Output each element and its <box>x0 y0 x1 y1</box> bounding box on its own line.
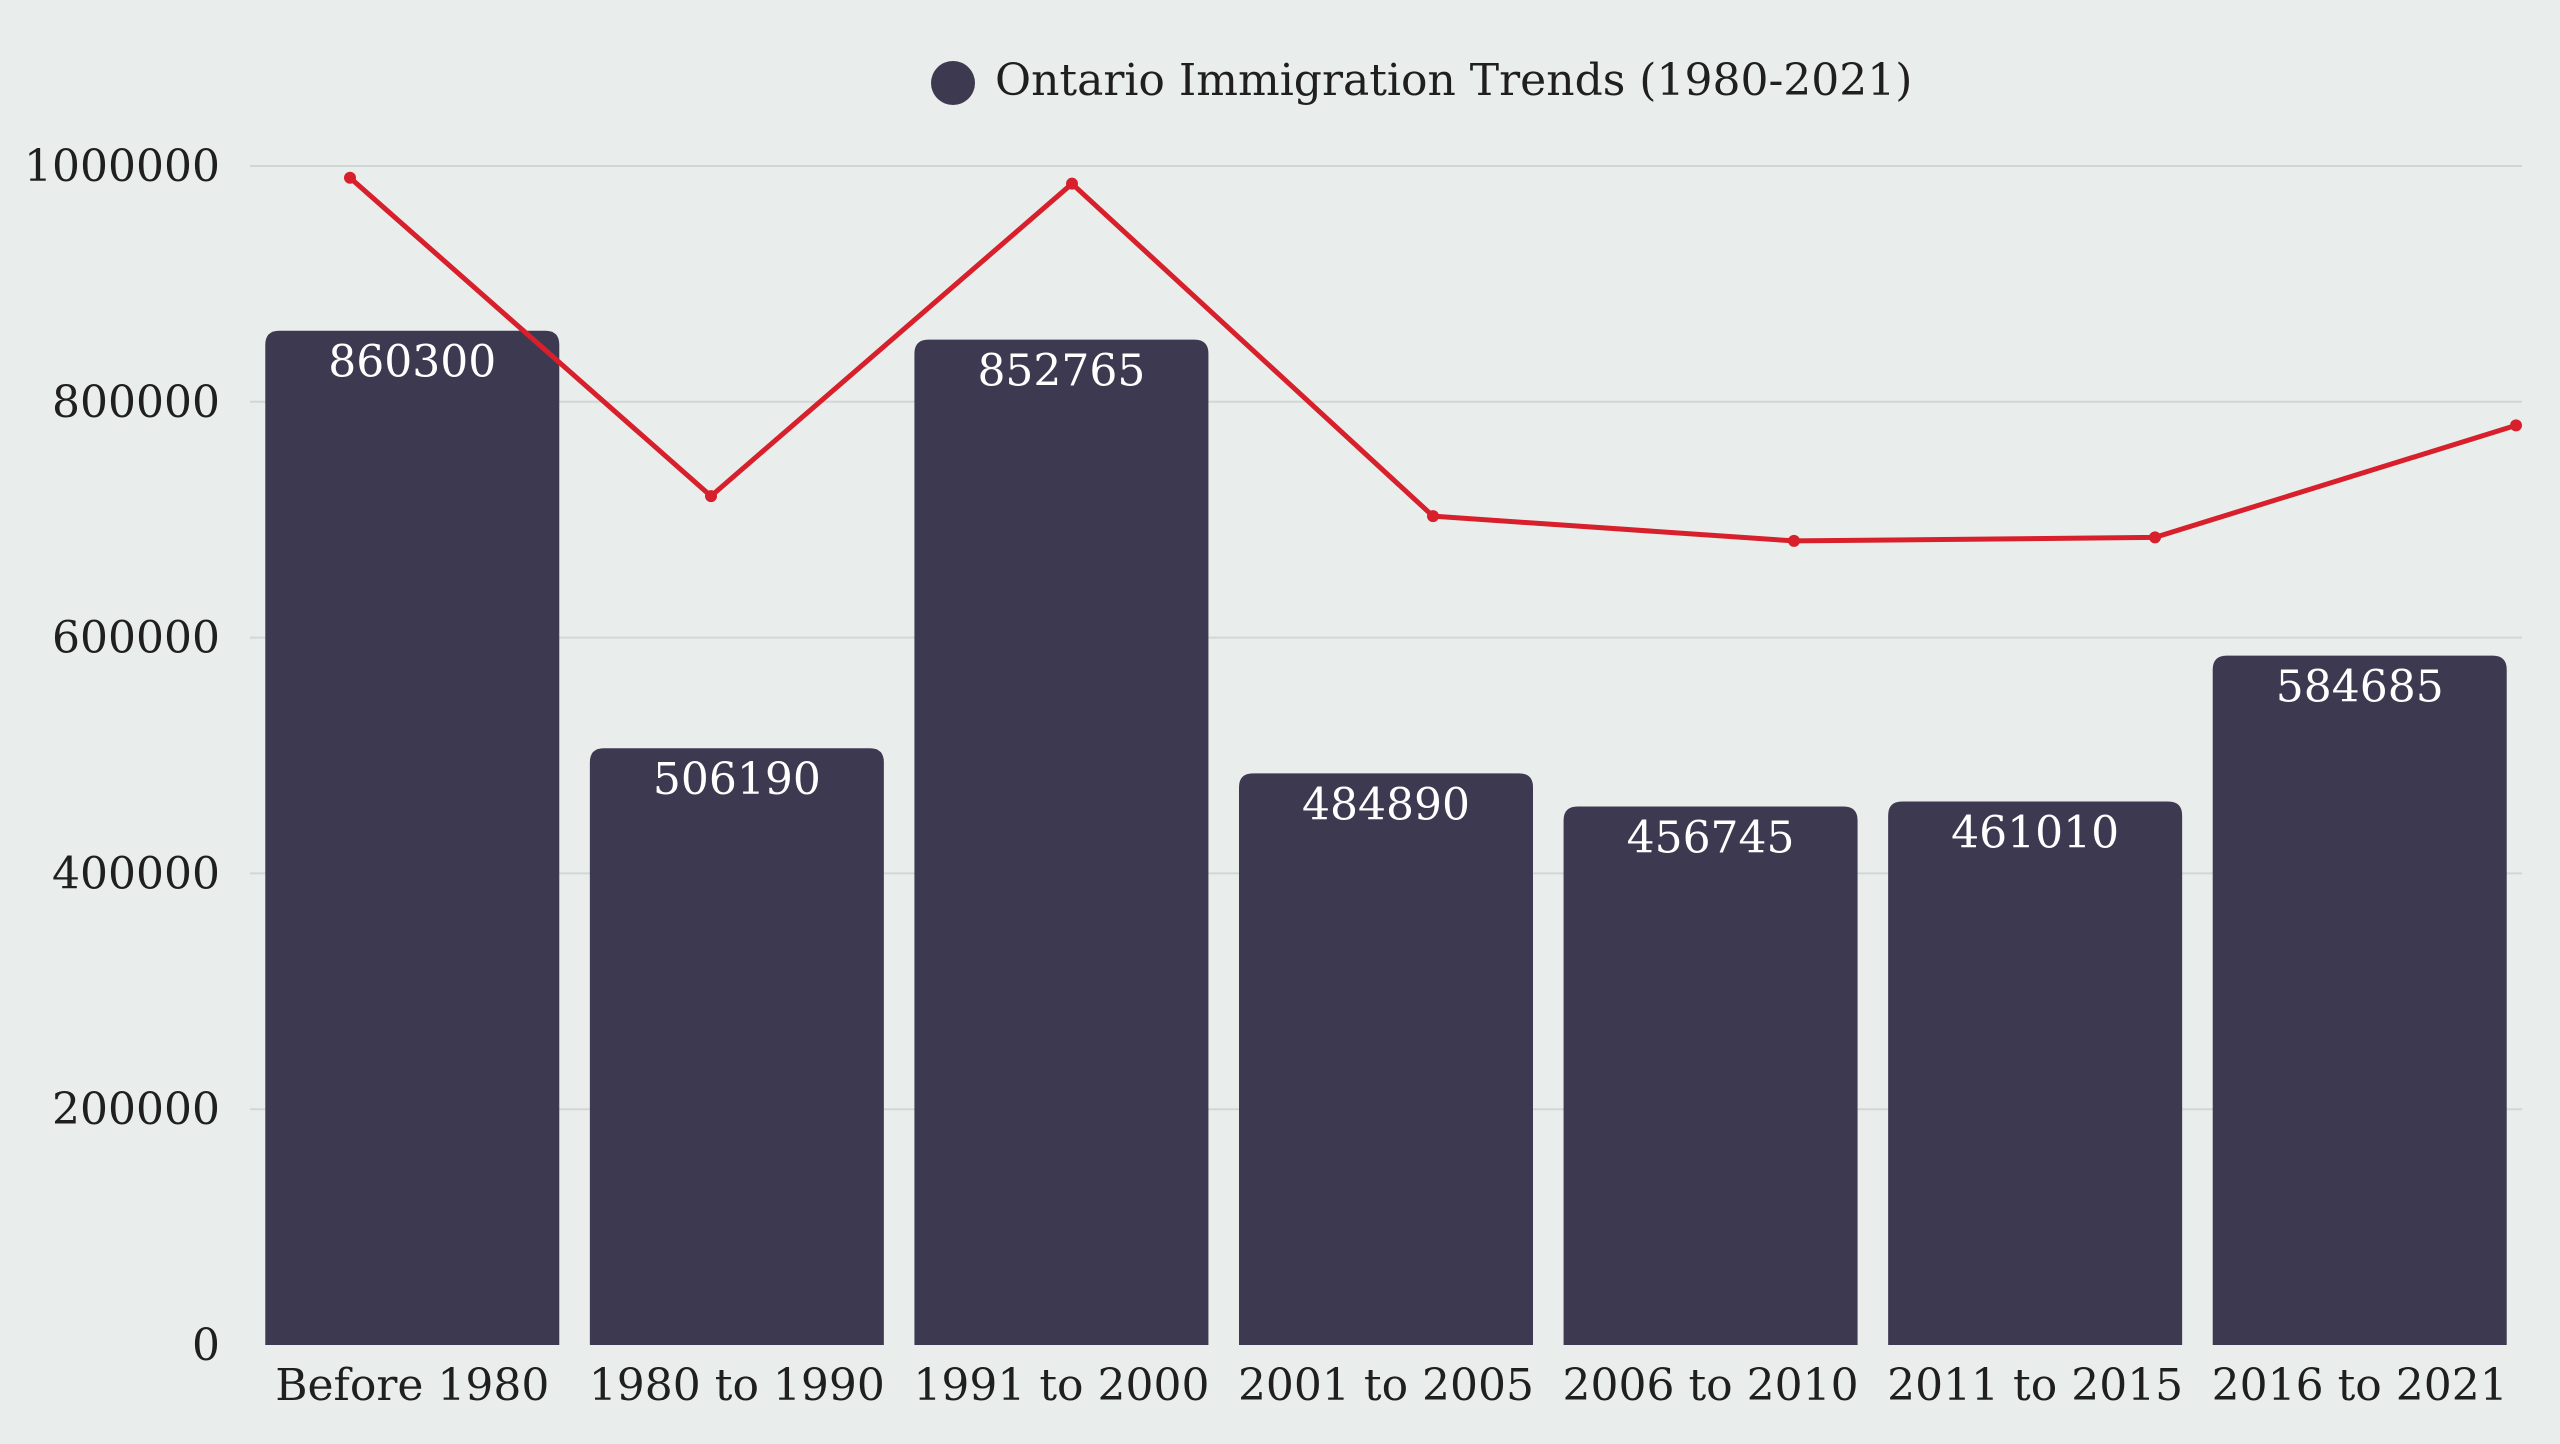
line-point <box>1066 177 1078 190</box>
bar <box>1563 806 1858 1345</box>
y-tick-label: 1000000 <box>24 141 220 192</box>
bar-value-label: 852765 <box>977 346 1145 397</box>
bar-value-label: 456745 <box>1627 812 1795 863</box>
legend-swatch <box>931 61 975 105</box>
y-tick-label: 800000 <box>52 377 220 428</box>
line-point <box>2510 419 2522 432</box>
line-point <box>705 490 717 503</box>
x-tick-label: 2016 to 2021 <box>2212 1360 2508 1411</box>
bar-value-label: 584685 <box>2276 662 2444 713</box>
y-tick-label: 600000 <box>52 613 220 664</box>
x-tick-label: 1991 to 2000 <box>913 1360 1209 1411</box>
bar <box>265 330 560 1345</box>
bar-value-label: 461010 <box>1951 807 2119 858</box>
bar-value-label: 860300 <box>328 337 496 388</box>
bar <box>1888 801 2183 1345</box>
label-layer: 0 200000 400000 600000 800000 1000000 Before 1… <box>24 141 2508 1411</box>
x-tick-label: 2011 to 2015 <box>1887 1360 2183 1411</box>
x-tick-label: 2001 to 2005 <box>1238 1360 1534 1411</box>
y-tick-label: 200000 <box>52 1084 220 1135</box>
line-point <box>1427 510 1439 523</box>
bar <box>1239 773 1533 1345</box>
x-tick-label: 2006 to 2010 <box>1563 1360 1859 1411</box>
line-series <box>348 175 2517 544</box>
bar-value-label: 484890 <box>1302 779 1470 830</box>
legend-label: Ontario Immigration Trends (1980-2021) <box>995 55 1912 106</box>
bar-layer <box>265 330 2507 1345</box>
x-tick-label: Before 1980 <box>275 1360 549 1411</box>
bar-value-label: 506190 <box>653 754 821 805</box>
line-point <box>344 171 356 184</box>
bar <box>589 748 884 1345</box>
x-tick-label: 1980 to 1990 <box>589 1360 885 1411</box>
legend: Ontario Immigration Trends (1980-2021) <box>931 55 1912 106</box>
line-point <box>1788 534 1800 547</box>
y-tick-label: 400000 <box>52 848 220 899</box>
bar <box>2212 655 2507 1345</box>
bar <box>914 339 1209 1345</box>
y-tick-label: 0 <box>192 1320 220 1371</box>
line-layer <box>344 171 2522 547</box>
line-point <box>2149 531 2161 544</box>
